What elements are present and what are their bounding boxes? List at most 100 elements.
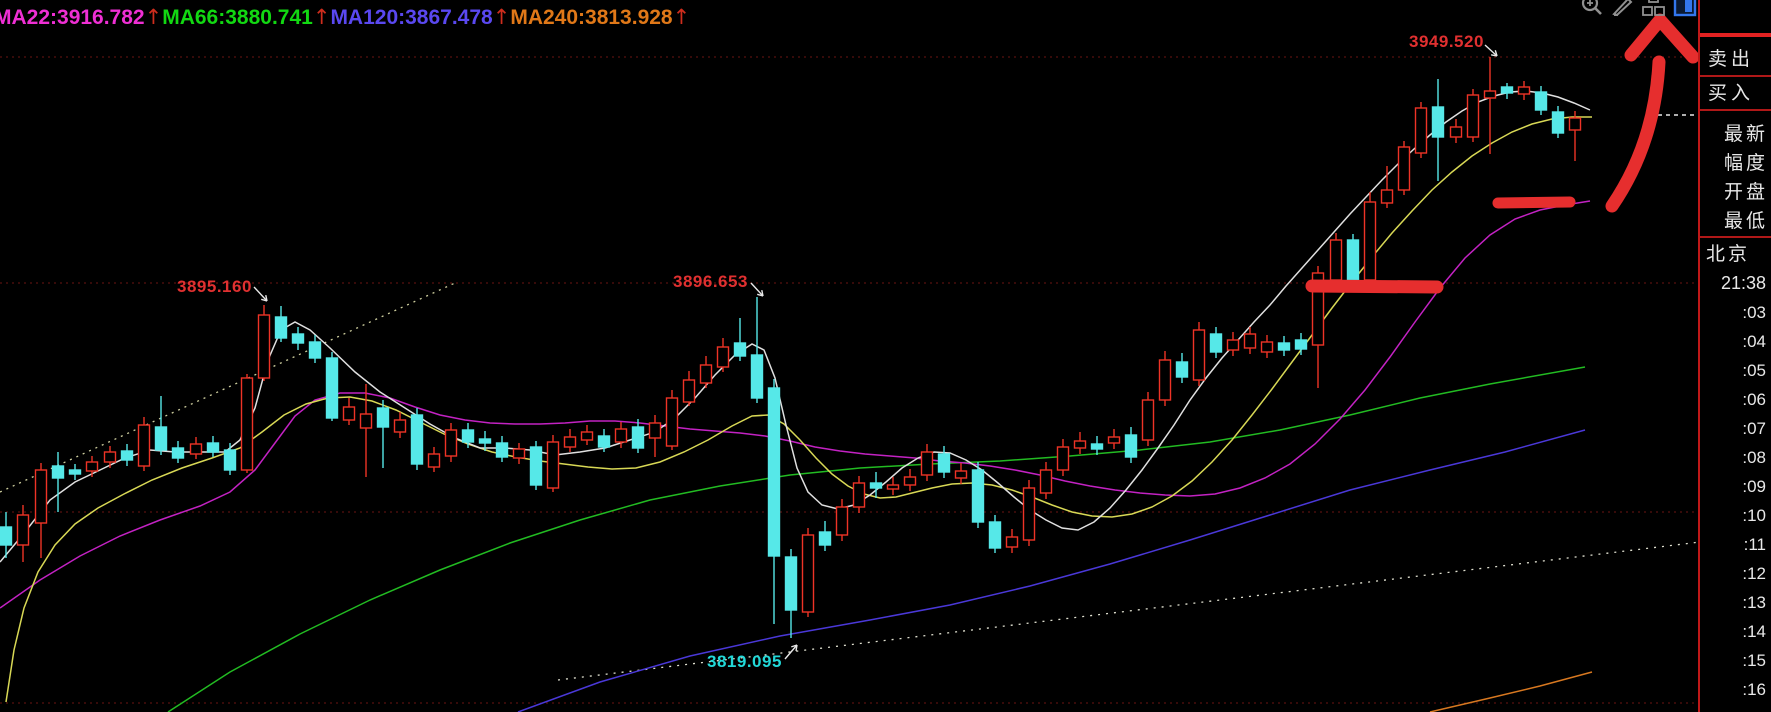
minute-mark: :06 bbox=[1742, 390, 1766, 409]
quote-sidebar: 卖出 买入 最新 幅度 开盘 最低 北京 21:38 :03:04:05:06:07:… bbox=[1698, 0, 1771, 712]
minute-mark: :10 bbox=[1742, 506, 1766, 525]
candle bbox=[1277, 336, 1291, 356]
candle bbox=[580, 425, 594, 445]
candle bbox=[171, 441, 185, 463]
candle bbox=[51, 452, 65, 512]
quote-field-label: 最新 bbox=[1723, 124, 1768, 145]
hand-drawn-annotation bbox=[1305, 279, 1444, 294]
candle bbox=[1551, 106, 1565, 138]
candle bbox=[1107, 429, 1121, 449]
candle bbox=[103, 446, 117, 468]
candle bbox=[1005, 529, 1019, 553]
ma-up-arrow-icon: ↑ bbox=[312, 5, 331, 29]
candle bbox=[903, 469, 917, 491]
clock-and-minutes: 北京 21:38 :03:04:05:06:07:08:09:10:11:12:… bbox=[1700, 240, 1771, 704]
candle bbox=[137, 417, 151, 471]
candle bbox=[920, 444, 934, 481]
candle bbox=[1483, 57, 1497, 154]
ma-legend-item: MA120:3867.478 bbox=[330, 6, 493, 29]
candle bbox=[937, 446, 951, 478]
candle bbox=[1466, 89, 1480, 142]
candle bbox=[257, 305, 271, 381]
candle bbox=[801, 528, 815, 617]
hand-drawn-annotation bbox=[1492, 196, 1576, 209]
minute-mark: :05 bbox=[1742, 361, 1766, 380]
quote-field-label: 最低 bbox=[1723, 211, 1768, 232]
minute-mark: :15 bbox=[1742, 651, 1766, 670]
draw-icon[interactable] bbox=[1611, 0, 1635, 18]
candle bbox=[869, 472, 883, 498]
annotation-pointer-arrow-icon bbox=[750, 282, 764, 297]
ma-up-arrow-icon: ↑ bbox=[144, 5, 163, 29]
candle bbox=[342, 398, 356, 425]
candle bbox=[988, 515, 1002, 553]
zoom-icon[interactable] bbox=[1580, 0, 1604, 18]
minute-mark: :11 bbox=[1743, 535, 1766, 554]
sidebar-top-accent bbox=[1700, 33, 1771, 37]
candle bbox=[529, 441, 543, 490]
minute-mark: :03 bbox=[1742, 303, 1766, 322]
ma22-magenta bbox=[0, 200, 1591, 609]
candle bbox=[1022, 480, 1036, 546]
minute-mark: :12 bbox=[1742, 564, 1766, 583]
candle bbox=[478, 431, 492, 451]
candle bbox=[733, 318, 747, 361]
candle bbox=[1329, 233, 1343, 286]
minute-mark: :09 bbox=[1742, 477, 1766, 496]
candle bbox=[206, 436, 220, 457]
candle bbox=[1414, 102, 1428, 158]
candle bbox=[597, 429, 611, 452]
ma66-green bbox=[167, 366, 1586, 712]
ma5-white bbox=[0, 90, 1591, 563]
hand-drawn-arrow-annotation bbox=[1605, 55, 1666, 213]
candle bbox=[1346, 234, 1360, 285]
price-annotation-3896: 3896.653 bbox=[673, 272, 748, 291]
ma-legend-item: MA66:3880.741 bbox=[162, 6, 313, 29]
candle bbox=[1175, 353, 1189, 383]
price-annotation-3949: 3949.520 bbox=[1409, 32, 1484, 51]
quote-field-labels: 最新 幅度 开盘 最低 bbox=[1700, 120, 1771, 238]
candle bbox=[410, 408, 424, 470]
candle bbox=[34, 463, 48, 558]
candle bbox=[376, 400, 390, 468]
candle bbox=[1380, 166, 1394, 208]
candle bbox=[0, 512, 13, 558]
candle bbox=[512, 443, 526, 464]
ma-legend-item: MA22:3916.782 bbox=[0, 6, 145, 29]
candle bbox=[85, 456, 99, 477]
candle bbox=[682, 371, 696, 406]
candle bbox=[1260, 335, 1274, 358]
minute-mark: :13 bbox=[1742, 593, 1766, 612]
candle bbox=[767, 379, 781, 624]
candle bbox=[120, 444, 134, 466]
candle bbox=[359, 384, 373, 477]
quote-field-label: 幅度 bbox=[1723, 153, 1768, 174]
candle bbox=[1534, 86, 1548, 115]
candle bbox=[1192, 322, 1206, 386]
candle bbox=[240, 374, 254, 473]
annotation-pointer-arrow-icon bbox=[253, 286, 268, 302]
candle bbox=[1431, 79, 1445, 181]
minute-mark-list: :03:04:05:06:07:08:09:10:11:12:13:14:15:… bbox=[1700, 298, 1771, 704]
candle bbox=[665, 390, 679, 450]
buy-button[interactable]: 买入 bbox=[1700, 78, 1771, 111]
minute-mark: :16 bbox=[1742, 680, 1766, 699]
chart-mode-icon[interactable] bbox=[1673, 0, 1697, 18]
candle bbox=[614, 422, 628, 448]
minute-mark: :04 bbox=[1742, 332, 1766, 351]
candle bbox=[1517, 81, 1531, 100]
sell-button[interactable]: 卖出 bbox=[1700, 44, 1771, 77]
grid-icon[interactable] bbox=[1642, 0, 1666, 18]
candle bbox=[818, 521, 832, 551]
candle bbox=[546, 435, 560, 492]
candle bbox=[971, 462, 985, 528]
ma10-yellow bbox=[5, 116, 1592, 703]
candle bbox=[699, 356, 713, 388]
minute-mark: :08 bbox=[1742, 448, 1766, 467]
candle bbox=[393, 412, 407, 438]
candle bbox=[631, 419, 645, 453]
candle bbox=[648, 415, 662, 457]
candle bbox=[1397, 141, 1411, 195]
minute-mark: :14 bbox=[1742, 622, 1766, 641]
